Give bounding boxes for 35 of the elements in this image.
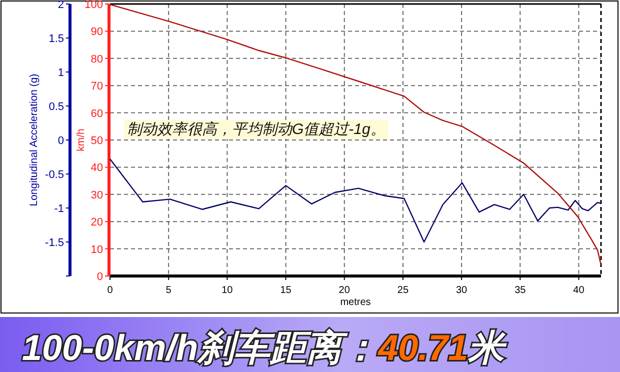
x-tick-label: 10 [222,285,234,296]
x-tick-label: 35 [514,285,526,296]
y-axis-title: Longitudinal Acceleration (g) [28,74,40,206]
y-tick-label: 1 [58,67,64,79]
y2-tick-label: 70 [90,80,103,93]
line-series [109,4,602,266]
x-tick-label: 5 [166,285,172,296]
y2-tick-label: 30 [90,189,103,202]
y-tick-label: -1 [54,203,64,215]
y2-tick-label: 90 [90,26,103,38]
y2-tick-label: 10 [90,244,103,256]
text: 100-0km/h刹车距离：40.71米 [22,327,508,368]
y2-tick-label: 50 [90,135,103,147]
y-tick-label: 2 [58,0,64,11]
y2-tick-label: 100 [84,0,103,11]
y2-tick-label: 40 [90,162,103,174]
y-tick-label: 1.5 [48,33,64,45]
x-tick-label: 0 [107,285,114,296]
y2-axis-title: km/h [75,128,87,152]
x-tick-label: 15 [280,285,292,296]
x-tick-label: 20 [338,285,350,296]
x-axis-title: metres [340,297,371,308]
y-tick-label: -1.5 [45,237,64,249]
note: 制动效率很高，平均制动G值超过-1g。 [124,120,388,139]
x-tick-label: 25 [397,285,409,296]
y2-tick-label: 20 [90,216,103,229]
x-tick-label: 40 [573,285,585,296]
y2-tick-label: 0 [96,271,103,283]
y2-tick-label: 80 [90,53,103,66]
line-series [109,158,602,243]
x-tick-label: 30 [456,285,468,296]
y-tick-label: -0.5 [45,169,64,181]
y2-tick-label: 60 [90,108,103,120]
y-tick-label: 0.5 [48,101,64,113]
y-tick-label: 0 [58,135,64,147]
